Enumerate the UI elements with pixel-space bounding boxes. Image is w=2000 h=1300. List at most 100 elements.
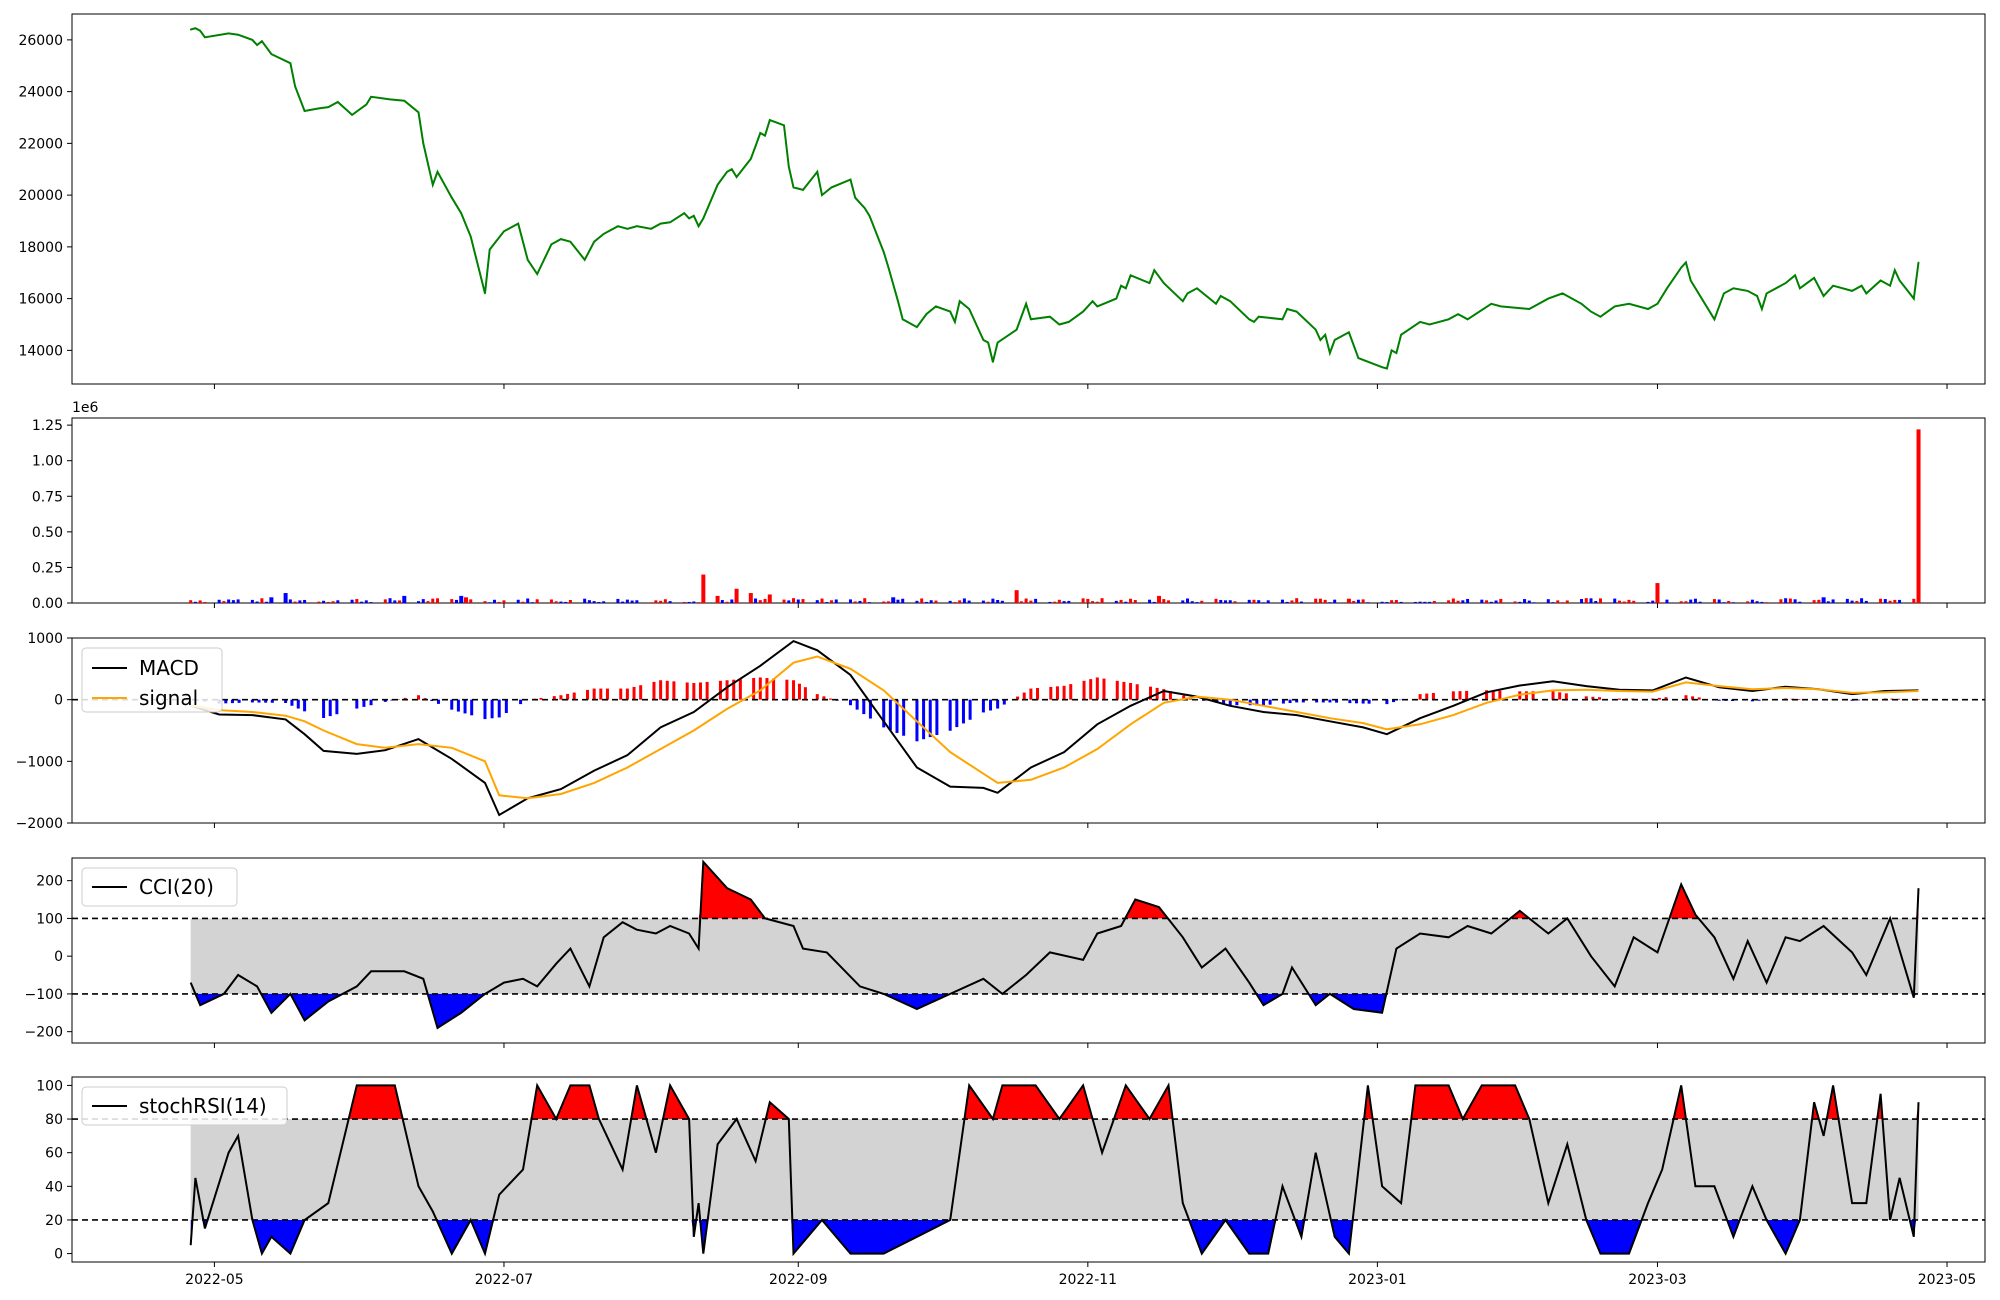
volume-bar <box>782 599 786 603</box>
price-point <box>417 111 420 114</box>
volume-bar <box>1314 598 1318 603</box>
price-point <box>436 171 439 173</box>
volume-bar <box>1646 601 1650 603</box>
volume-bar <box>863 598 867 603</box>
volume-bar <box>231 600 235 603</box>
price-point <box>1746 290 1749 292</box>
price-point <box>189 28 192 31</box>
volume-bar <box>1831 599 1835 603</box>
macd-histogram-bar <box>383 699 387 702</box>
volume-bar <box>1290 600 1294 603</box>
price-point <box>1851 290 1853 292</box>
volume-bar <box>463 597 468 603</box>
volume-bar <box>1679 601 1683 603</box>
macd-histogram-bar <box>430 699 434 701</box>
x-tick-label: 2023-01 <box>1348 1272 1407 1288</box>
price-point <box>327 106 330 108</box>
legend: CCI(20) <box>81 867 238 907</box>
volume-bar <box>830 600 834 603</box>
y-tick-label: −100 <box>25 987 63 1003</box>
price-point <box>1898 279 1901 282</box>
macd-histogram-bar <box>1315 699 1319 703</box>
volume-bar <box>763 598 767 603</box>
volume-bar <box>649 602 653 603</box>
volume-bar <box>1793 599 1797 603</box>
macd-histogram-bar <box>989 699 993 711</box>
volume-bar <box>1466 598 1470 603</box>
volume-bar <box>469 599 473 603</box>
price-point <box>593 240 595 243</box>
macd-histogram-bar <box>1485 690 1489 700</box>
y-tick-label: 26000 <box>18 33 63 49</box>
volume-bar <box>421 599 425 603</box>
macd-histogram-bar <box>1321 699 1325 703</box>
macd-histogram-bar <box>981 699 985 713</box>
volume-bar <box>1328 602 1332 603</box>
price-point <box>868 215 871 217</box>
macd-histogram-bar <box>758 677 762 700</box>
volume-bar <box>616 598 620 603</box>
macd-histogram-bar <box>1664 697 1668 700</box>
volume-bar <box>1252 599 1256 603</box>
volume-bar <box>1788 598 1792 603</box>
price-point <box>1784 282 1787 284</box>
price-point <box>1713 318 1716 321</box>
y-tick-label: 16000 <box>18 292 63 308</box>
price-point <box>1068 321 1070 323</box>
price-point <box>365 103 368 106</box>
legend-box <box>81 647 223 713</box>
macd-histogram-bar <box>619 688 623 700</box>
legend-label: CCI(20) <box>139 875 214 899</box>
volume-bar <box>568 599 572 603</box>
price-point <box>1324 334 1326 336</box>
macd-histogram-bar <box>1082 680 1086 700</box>
price-point <box>526 259 529 261</box>
volume-bar <box>1898 599 1902 603</box>
price-point <box>1400 334 1402 336</box>
volume-bar <box>1223 600 1227 603</box>
panel-frame <box>71 637 1986 824</box>
volume-bar <box>635 600 639 603</box>
price-point <box>1181 300 1184 303</box>
macd-histogram-bar <box>417 695 421 700</box>
volume-bar <box>1447 600 1451 603</box>
macd-histogram-bar <box>996 699 1000 709</box>
price-point <box>1319 339 1322 341</box>
volume-bar <box>967 600 971 603</box>
volume-bar <box>198 600 202 603</box>
volume-bar <box>1157 595 1162 603</box>
price-point <box>697 225 700 227</box>
volume-bar <box>1280 599 1284 603</box>
volume-bar <box>715 595 720 603</box>
price-point <box>1381 366 1383 368</box>
price-point <box>1613 305 1616 308</box>
volume-bar <box>1390 600 1394 603</box>
volume-bar <box>1717 599 1721 603</box>
volume-bar <box>1712 599 1716 603</box>
volume-bar <box>1413 601 1417 603</box>
macd-histogram-bar <box>1148 686 1152 700</box>
macd-histogram-bar <box>566 693 570 700</box>
price-point <box>256 44 258 46</box>
price-point <box>1599 315 1602 318</box>
macd-histogram-bar <box>335 699 339 715</box>
volume-bar <box>915 600 919 603</box>
macd-histogram-bar <box>868 699 872 719</box>
price-point <box>802 189 804 191</box>
macd-histogram-bar <box>1228 699 1232 706</box>
macd-histogram-bar <box>362 699 366 707</box>
volume-bar <box>1731 602 1735 603</box>
price-point <box>1490 302 1493 305</box>
volume-bar <box>981 600 985 603</box>
volume-bar <box>1214 598 1218 603</box>
volume-bar <box>1480 599 1484 603</box>
macd-histogram-bar <box>497 699 501 718</box>
volume-bar <box>1062 601 1066 603</box>
macd-histogram-bar <box>888 699 892 731</box>
volume-bar <box>1119 599 1123 603</box>
volume-bar <box>592 601 596 603</box>
volume-bar <box>720 600 724 603</box>
volume-bar <box>697 602 701 603</box>
macd-histogram-bar <box>270 699 274 703</box>
volume-bar <box>1034 598 1038 603</box>
